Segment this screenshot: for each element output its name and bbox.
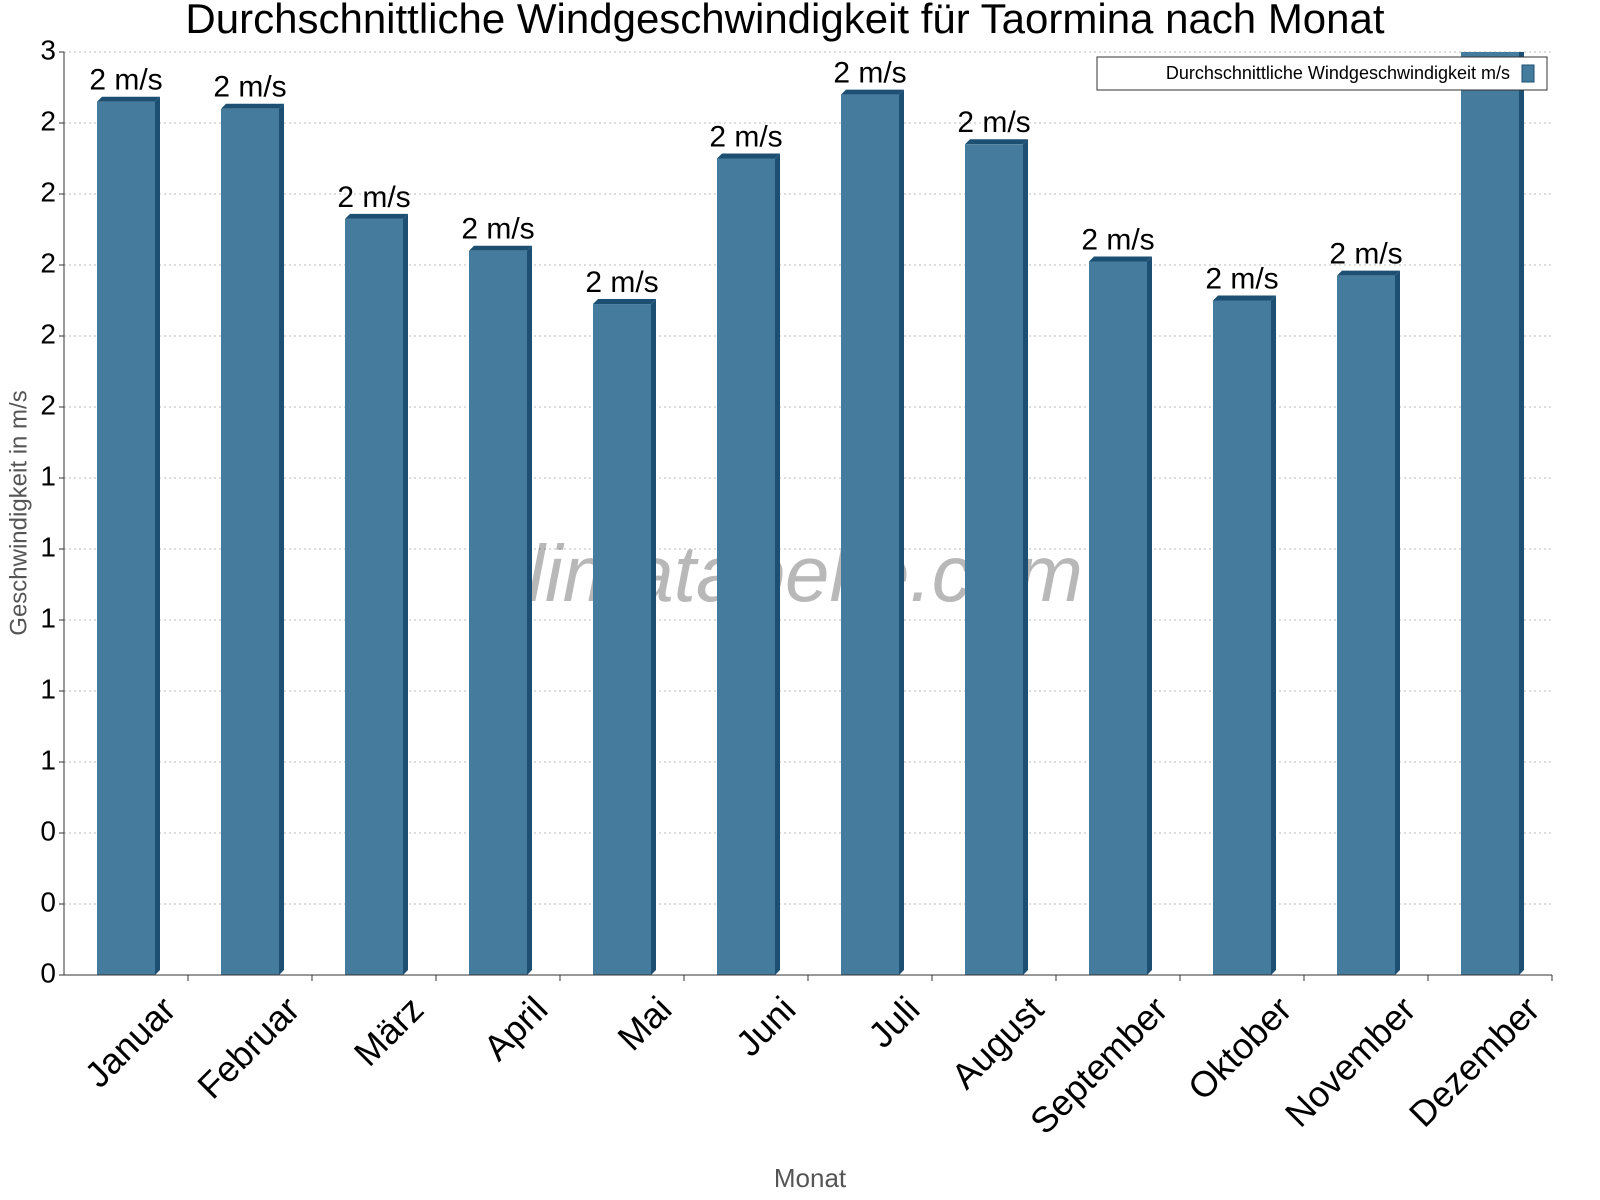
- y-tick-label: 2: [40, 176, 56, 207]
- bar-group: [593, 299, 656, 975]
- bar-group: [1337, 270, 1400, 975]
- bar-side: [155, 96, 160, 975]
- y-tick-label: 0: [40, 815, 56, 846]
- x-axis-label: Monat: [774, 1163, 847, 1193]
- y-tick-label: 2: [40, 247, 56, 278]
- value-label: 2 m/s: [833, 57, 906, 90]
- bar-top: [345, 213, 408, 219]
- bar-top: [717, 153, 780, 159]
- x-tick-label: Juli: [860, 988, 927, 1055]
- value-label: 2 m/s: [957, 106, 1030, 139]
- bar-group: [717, 153, 780, 975]
- bar-group: [1213, 295, 1276, 975]
- x-tick-label: Dezember: [1401, 988, 1547, 1134]
- bar-group: [97, 96, 160, 975]
- value-label: 2 m/s: [461, 213, 534, 246]
- y-tick-label: 3: [40, 34, 56, 65]
- legend-label: Durchschnittliche Windgeschwindigkeit m/…: [1166, 63, 1510, 83]
- bar-side: [1519, 52, 1524, 975]
- bar: [469, 250, 527, 976]
- x-tick-label: November: [1277, 988, 1423, 1134]
- bar-group: [1089, 256, 1152, 975]
- bar-group: [1461, 12, 1524, 975]
- bar-group: [469, 245, 532, 976]
- bar-top: [1337, 270, 1400, 276]
- x-tick-label: März: [346, 988, 432, 1074]
- bar-side: [279, 103, 284, 976]
- bar-top: [841, 89, 904, 95]
- bar: [717, 158, 775, 975]
- bar-group: [841, 89, 904, 976]
- x-tick-label: Mai: [609, 988, 679, 1058]
- y-tick-label: 0: [40, 957, 56, 988]
- bar-top: [1213, 295, 1276, 301]
- bar-group: [345, 213, 408, 976]
- value-label: 2 m/s: [585, 266, 658, 299]
- value-label: 2 m/s: [709, 120, 782, 153]
- chart-title: Durchschnittliche Windgeschwindigkeit fü…: [185, 0, 1384, 42]
- x-tick-label: April: [475, 988, 555, 1068]
- bar-top: [593, 299, 656, 305]
- bars: [97, 12, 1524, 976]
- x-tick-label: Oktober: [1180, 988, 1300, 1108]
- bar-side: [403, 213, 408, 976]
- x-tick-label: Februar: [189, 988, 307, 1106]
- bar-group: [221, 103, 284, 976]
- y-tick-label: 2: [40, 318, 56, 349]
- y-tick-label: 1: [40, 602, 56, 633]
- value-label: 2 m/s: [1205, 262, 1278, 295]
- y-tick-label: 2: [40, 389, 56, 420]
- bar-side: [775, 153, 780, 975]
- x-tick-label: Juni: [728, 988, 804, 1064]
- bar-side: [1395, 270, 1400, 975]
- bar-group: [965, 139, 1028, 976]
- legend-swatch: [1521, 64, 1535, 83]
- x-tick-label: August: [943, 988, 1051, 1096]
- bar: [1213, 300, 1271, 975]
- y-tick-label: 1: [40, 673, 56, 704]
- y-axis-label: Geschwindigkeit in m/s: [5, 390, 32, 635]
- value-label: 2 m/s: [1081, 223, 1154, 256]
- bar: [1089, 261, 1147, 975]
- bar: [1461, 52, 1519, 975]
- bar: [1337, 275, 1395, 975]
- bar-side: [651, 299, 656, 975]
- bar-top: [469, 245, 532, 251]
- bar: [97, 101, 155, 975]
- y-tick-label: 1: [40, 531, 56, 562]
- bar: [593, 304, 651, 975]
- value-label: 2 m/s: [89, 64, 162, 97]
- y-tick-label: 0: [40, 886, 56, 917]
- bar-top: [221, 103, 284, 109]
- bar-side: [1023, 139, 1028, 976]
- bar-side: [1271, 295, 1276, 975]
- bar: [221, 108, 279, 976]
- y-tick-label: 1: [40, 460, 56, 491]
- bar-side: [1147, 256, 1152, 975]
- y-tick-label: 1: [40, 744, 56, 775]
- bar-top: [1461, 12, 1524, 17]
- value-label: 2 m/s: [1329, 238, 1402, 271]
- bar: [345, 218, 403, 976]
- bar-top: [97, 96, 160, 102]
- y-tick-label: 2: [40, 105, 56, 136]
- x-tick-label: Januar: [77, 988, 184, 1095]
- value-label: 2 m/s: [213, 71, 286, 104]
- bar-top: [1089, 256, 1152, 262]
- bar-top: [965, 139, 1028, 145]
- legend-box: [1096, 56, 1548, 91]
- bar: [841, 94, 899, 976]
- bar: [965, 144, 1023, 976]
- value-label: 2 m/s: [337, 181, 410, 214]
- bar-side: [899, 89, 904, 976]
- bar-side: [527, 245, 532, 976]
